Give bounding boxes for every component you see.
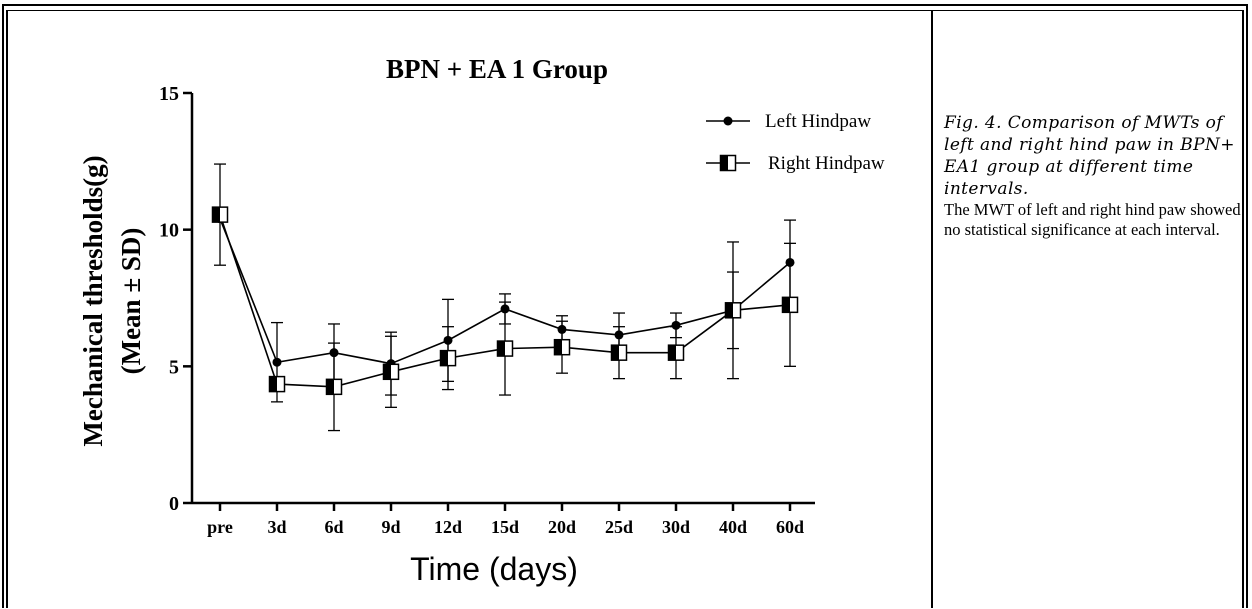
half-square-marker [496,340,514,357]
y-axis-label-line1: Mechanical thresholds(g) [78,155,108,446]
x-tick-label: 30d [662,517,690,537]
series-markers [211,206,799,396]
half-square-marker [553,338,571,356]
x-tick-label: 12d [434,517,462,537]
half-square-marker [325,378,343,396]
half-square-marker [724,302,742,319]
x-tick-label: 6d [324,517,343,537]
left-rule [6,10,8,608]
circle-marker [329,348,339,358]
y-tick-label: 15 [159,83,179,105]
circle-marker [557,324,567,334]
figure-caption: Fig. 4. Comparison of MWTs of left and r… [944,112,1244,240]
circle-marker [443,335,453,345]
x-tick-label: 25d [605,517,633,537]
circle-marker [272,357,282,367]
x-tick-label: 15d [491,517,519,537]
circle-marker [500,304,510,314]
chart-title: BPN + EA 1 Group [386,54,608,84]
y-axis-label-line2: (Mean ± SD) [116,228,146,375]
half-square-marker [610,344,628,361]
circle-marker [671,320,681,330]
x-tick-label: 9d [381,517,400,537]
y-tick-label: 0 [169,493,179,515]
half-square-marker [719,154,737,172]
y-ticks: 0 5 10 15 [159,83,192,515]
x-tick-label: 60d [776,517,804,537]
x-ticks: pre 3d 6d 9d 12d 15d 20d 25d 30d 40d 60d [207,503,804,537]
top-rule [6,10,1244,11]
half-square-marker [439,349,457,367]
half-square-marker [211,206,229,223]
y-tick-label: 10 [159,220,179,242]
x-tick-label: 3d [267,517,286,537]
x-tick-label: 40d [719,517,747,537]
line-chart: BPN + EA 1 Group Mechanical thresholds(g… [78,54,885,587]
half-square-marker [781,296,799,314]
figure-frame [2,4,1248,608]
right-rule [1242,10,1244,608]
x-tick-label: 20d [548,517,576,537]
circle-marker [614,330,624,340]
x-axis-label: Time (days) [410,551,578,587]
half-square-marker [667,344,685,361]
chart-legend: Left Hindpaw Right Hindpaw [706,111,885,174]
half-square-marker [268,375,286,393]
caption-title: Fig. 4. Comparison of MWTs of left and r… [944,113,1235,199]
x-tick-label: pre [207,517,233,537]
half-square-marker [382,363,400,381]
y-tick-label: 5 [169,356,179,378]
circle-marker [785,257,795,267]
legend-label: Right Hindpaw [768,153,885,174]
legend-label: Left Hindpaw [765,111,871,132]
panel-divider [931,10,933,608]
caption-body: The MWT of left and right hind paw showe… [944,200,1241,239]
circle-marker [723,116,733,126]
error-bars [214,163,796,432]
